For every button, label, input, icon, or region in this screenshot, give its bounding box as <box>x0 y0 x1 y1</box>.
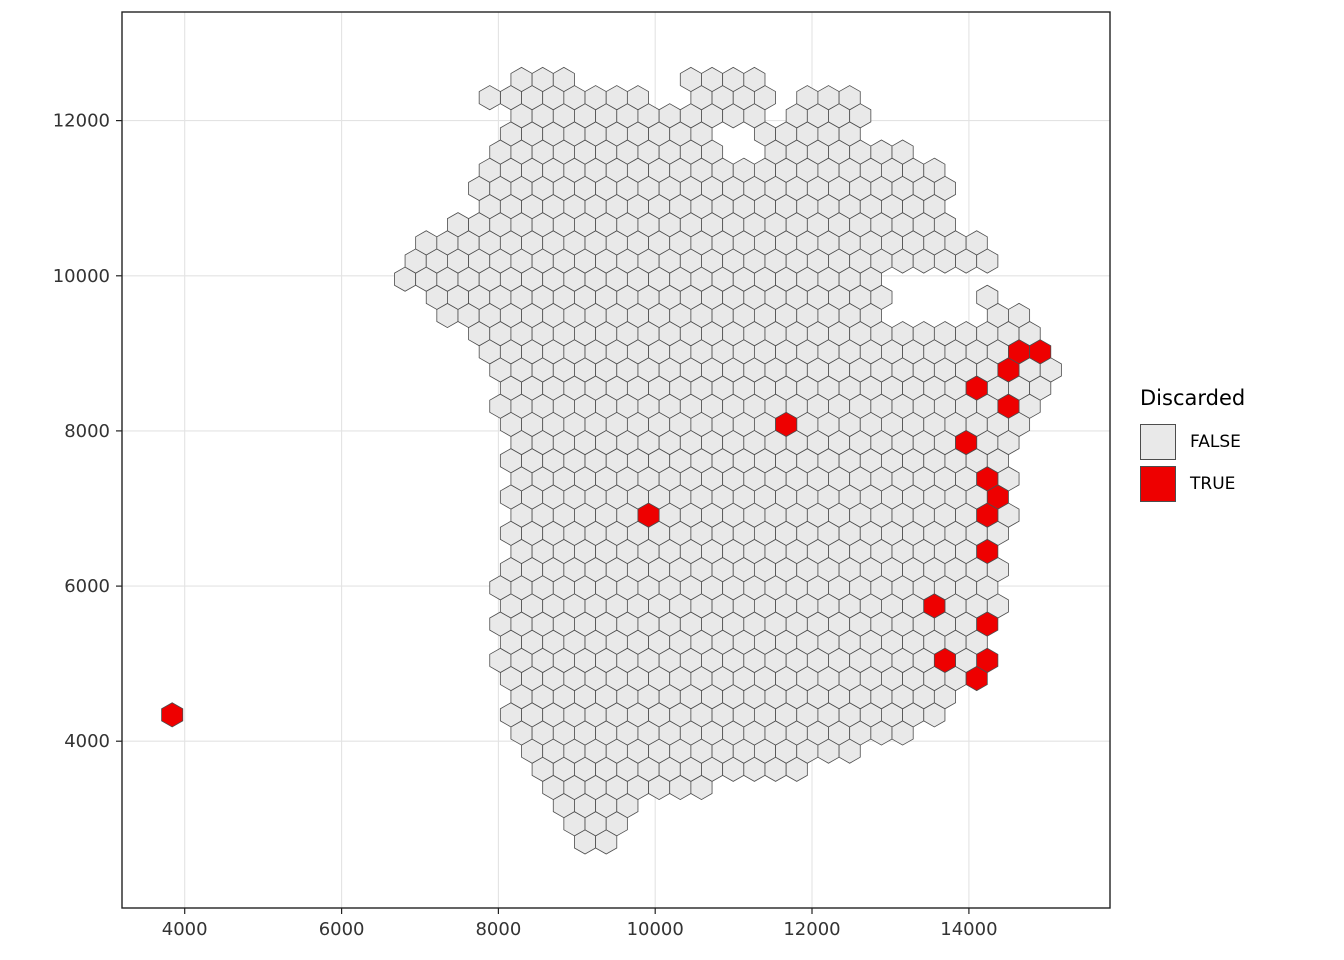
legend-label-false: FALSE <box>1190 432 1241 452</box>
legend-label-true: TRUE <box>1190 474 1236 494</box>
svg-text:10000: 10000 <box>627 919 684 940</box>
svg-text:12000: 12000 <box>783 919 840 940</box>
hex-layer-false <box>394 66 1062 855</box>
svg-text:6000: 6000 <box>64 576 110 597</box>
svg-text:10000: 10000 <box>53 266 110 287</box>
svg-text:12000: 12000 <box>53 111 110 132</box>
svg-text:8000: 8000 <box>475 919 521 940</box>
y-axis: 4000 6000 8000 10000 12000 <box>53 111 122 752</box>
x-axis: 4000 6000 8000 10000 12000 14000 <box>162 908 998 940</box>
panel-border <box>121 11 1111 909</box>
legend-key-false-swatch <box>1140 424 1176 460</box>
legend: Discarded FALSE TRUE <box>1140 386 1245 508</box>
svg-text:14000: 14000 <box>940 919 997 940</box>
svg-text:4000: 4000 <box>162 919 208 940</box>
legend-entry-true[interactable]: TRUE <box>1140 466 1245 502</box>
hex-layer-true <box>161 339 1052 728</box>
legend-title: Discarded <box>1140 386 1246 410</box>
legend-entry-false[interactable]: FALSE <box>1140 424 1245 460</box>
svg-text:4000: 4000 <box>64 731 110 752</box>
legend-key-true-swatch <box>1140 466 1176 502</box>
svg-text:6000: 6000 <box>319 919 365 940</box>
svg-text:8000: 8000 <box>64 421 110 442</box>
